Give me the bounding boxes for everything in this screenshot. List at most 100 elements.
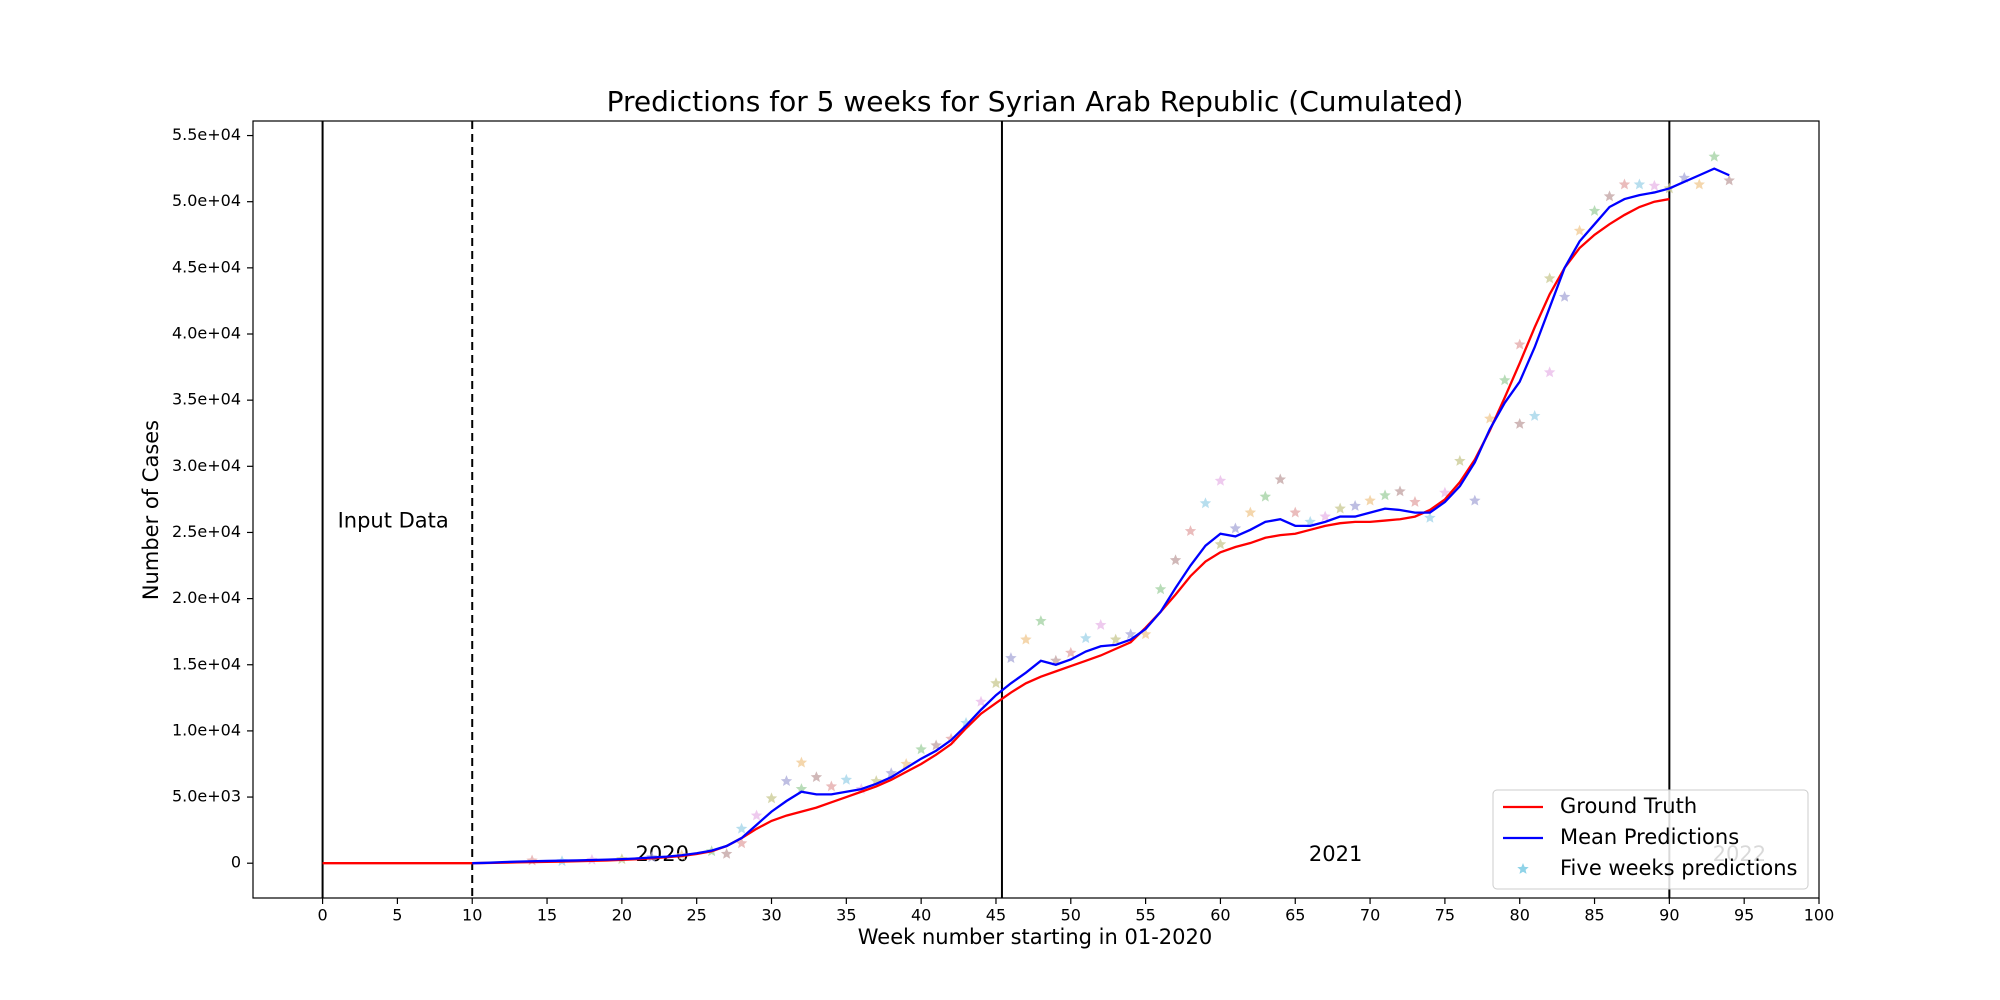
star-point: [1484, 412, 1496, 424]
star-point: [1035, 615, 1047, 626]
star-point: [765, 792, 778, 804]
star-point: [1648, 179, 1661, 191]
star-point: [1723, 174, 1735, 186]
star-point: [1214, 538, 1227, 550]
x-tick-label: 90: [1659, 906, 1679, 925]
plot-area: [322, 150, 1735, 867]
star-point: [1199, 497, 1212, 509]
x-tick-label: 25: [687, 906, 707, 925]
x-tick-label: 50: [1061, 906, 1081, 925]
series-line: [472, 167, 1730, 865]
x-tick-label: 70: [1360, 906, 1380, 925]
star-point: [1588, 204, 1601, 216]
star-point: [1379, 489, 1391, 501]
star-point: [1259, 490, 1272, 502]
star-point: [1364, 494, 1376, 506]
star-point: [1528, 410, 1541, 421]
x-tick-label: 15: [537, 906, 557, 925]
y-tick-label: 2.5e+04: [172, 522, 241, 541]
star-point: [720, 847, 733, 859]
star-point: [1558, 290, 1571, 302]
star-point: [1169, 554, 1182, 566]
star-point: [1499, 374, 1511, 386]
star-point: [1005, 652, 1017, 663]
x-tick-label: 35: [836, 906, 856, 925]
x-tick-label: 85: [1584, 906, 1604, 925]
star-point: [1543, 272, 1556, 284]
y-tick-label: 4.5e+04: [172, 257, 241, 276]
x-tick-label: 75: [1435, 906, 1455, 925]
star-point: [990, 677, 1002, 689]
y-tick-label: 2.0e+04: [172, 588, 241, 607]
plot-frame: [252, 120, 1820, 899]
x-tick-label: 40: [911, 906, 931, 925]
star-point: [810, 771, 823, 783]
x-tick-label: 5: [392, 906, 402, 925]
star-point: [1394, 485, 1406, 497]
y-tick-label: 1.5e+04: [172, 654, 241, 673]
legend-box: [1492, 789, 1809, 890]
x-tick-label: 65: [1285, 906, 1305, 925]
x-tick-label: 20: [612, 906, 632, 925]
star-point: [1020, 633, 1032, 645]
star-point: [735, 837, 748, 849]
x-tick-label: 95: [1734, 906, 1754, 925]
star-point: [1109, 633, 1122, 645]
star-point: [915, 743, 927, 755]
x-tick-label: 30: [761, 906, 781, 925]
star-point: [780, 775, 793, 787]
star-point: [1603, 190, 1616, 202]
star-point: [1289, 506, 1301, 518]
legend-label: Five weeks predictions: [1560, 856, 1798, 880]
star-point: [1543, 366, 1556, 378]
star-point: [1139, 628, 1152, 640]
y-tick-label: 3.0e+04: [172, 456, 241, 475]
star-point: [1469, 494, 1481, 506]
x-tick-label: 45: [986, 906, 1006, 925]
y-tick-label: 4.0e+04: [172, 324, 241, 343]
annotation: 2021: [1309, 842, 1362, 866]
chart-title: Predictions for 5 weeks for Syrian Arab …: [607, 85, 1464, 118]
y-tick-label: 0: [231, 853, 241, 872]
star-point: [1349, 499, 1361, 511]
star-point: [1693, 178, 1705, 190]
annotation: Input Data: [338, 509, 449, 533]
star-point: [1095, 619, 1107, 630]
star-point: [735, 822, 748, 834]
star-point: [795, 756, 808, 768]
star-point: [1618, 178, 1631, 190]
star-point: [1514, 338, 1526, 350]
star-point: [975, 695, 987, 707]
legend-label: Mean Predictions: [1560, 825, 1739, 849]
star-point: [1184, 525, 1197, 536]
legend-marker: [1517, 863, 1529, 874]
y-tick-label: 3.5e+04: [172, 390, 241, 409]
star-point: [1334, 502, 1346, 514]
x-tick-label: 100: [1804, 906, 1835, 925]
star-point: [1633, 178, 1646, 190]
legend-label: Ground Truth: [1560, 794, 1697, 818]
star-point: [1244, 506, 1257, 518]
x-tick-label: 80: [1510, 906, 1530, 925]
star-point: [1229, 522, 1242, 534]
x-tick-label: 10: [462, 906, 482, 925]
star-point: [1065, 646, 1077, 658]
x-tick-label: 55: [1135, 906, 1155, 925]
star-point: [1319, 510, 1331, 522]
star-point: [1409, 496, 1421, 507]
y-tick-label: 1.0e+04: [172, 720, 241, 739]
x-tick-label: 0: [317, 906, 327, 925]
star-point: [825, 780, 838, 792]
x-tick-label: 60: [1210, 906, 1230, 925]
star-point: [1708, 150, 1720, 162]
star-point: [1424, 511, 1436, 523]
star-point: [1454, 455, 1466, 466]
y-axis-label: Number of Cases: [139, 420, 163, 600]
star-point: [1154, 583, 1167, 595]
star-point: [1514, 417, 1526, 429]
star-point: [840, 773, 853, 785]
star-point: [750, 809, 763, 821]
y-tick-label: 5.0e+03: [172, 787, 241, 806]
star-point: [1573, 224, 1586, 236]
